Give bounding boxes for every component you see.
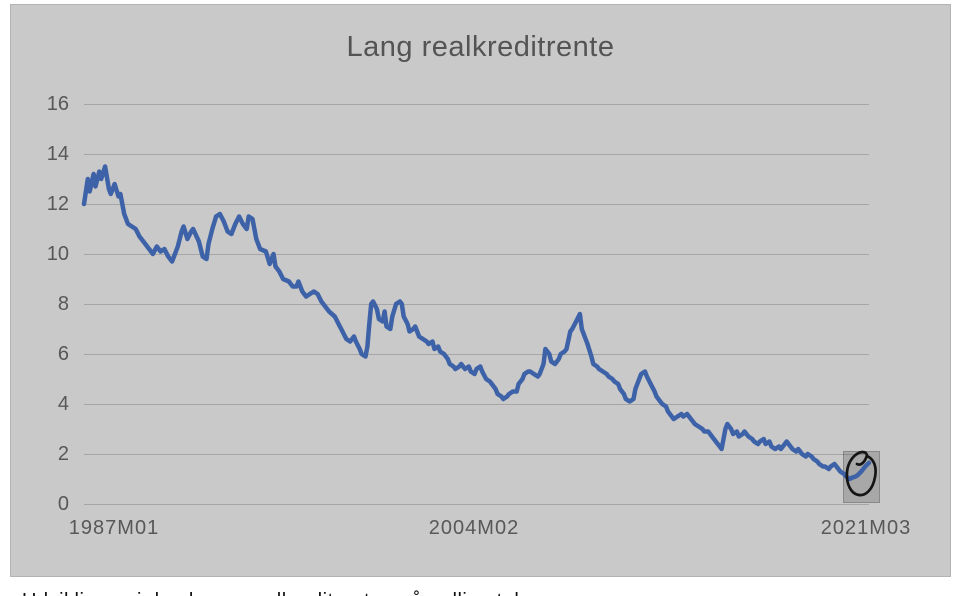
x-tick-label: 2021M03 — [820, 517, 912, 539]
y-tick-label: 4 — [57, 393, 69, 415]
gridline — [84, 454, 869, 455]
gridline — [84, 304, 869, 305]
gridline — [84, 504, 869, 505]
y-tick-label: 14 — [46, 143, 69, 165]
clipped-caption-text: Udviklingen i den lange realkreditrente,… — [22, 590, 519, 596]
clipped-caption: Udviklingen i den lange realkreditrente,… — [22, 585, 722, 596]
gridline — [84, 354, 869, 355]
y-tick-label: 10 — [46, 243, 69, 265]
chart-title: Lang realkreditrente — [346, 31, 615, 63]
y-tick-label: 12 — [46, 193, 69, 215]
hand-drawn-circle-annotation — [845, 450, 877, 497]
line-chart-plot — [81, 164, 877, 497]
x-tick-label: 1987M01 — [68, 517, 160, 539]
gridline — [84, 254, 869, 255]
y-tick-label: 8 — [57, 293, 69, 315]
gridline — [84, 204, 869, 205]
chart-frame[interactable]: Lang realkreditrente 0 2 4 6 8 10 12 14 16 1987M… — [10, 4, 951, 577]
y-tick-label: 0 — [57, 493, 69, 515]
x-tick-label: 2004M02 — [428, 517, 520, 539]
y-tick-label: 6 — [57, 343, 69, 365]
y-tick-label: 16 — [46, 93, 69, 115]
gridline — [84, 104, 869, 105]
data-series-line — [81, 164, 872, 482]
gridline — [84, 154, 869, 155]
gridline — [84, 404, 869, 405]
y-tick-label: 2 — [57, 443, 69, 465]
